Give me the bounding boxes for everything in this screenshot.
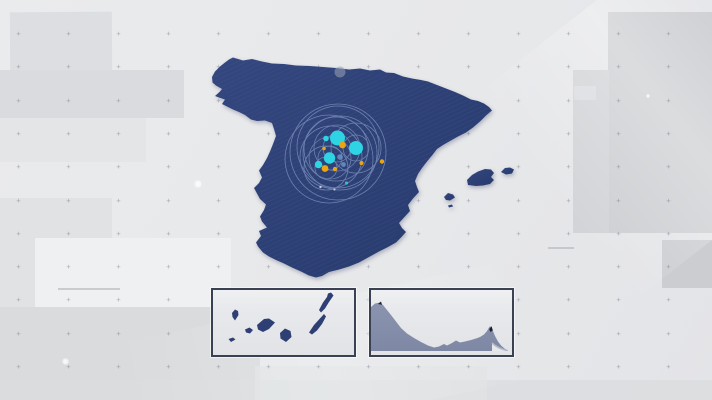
tenerife-island — [257, 318, 275, 332]
formentera-island — [448, 204, 453, 208]
mallorca-island — [467, 169, 494, 186]
radar-ring — [296, 105, 380, 189]
event-marker-cyan — [314, 160, 323, 169]
event-marker-orange — [321, 165, 329, 172]
radar-ring — [299, 125, 363, 189]
mountain-silhouette — [371, 302, 508, 351]
lanzarote-island — [319, 292, 334, 313]
radar-ring — [302, 115, 378, 191]
la-gomera-island — [245, 327, 253, 334]
event-marker-orange — [339, 141, 346, 149]
event-marker-white — [319, 185, 322, 189]
canary-islands-inset — [211, 288, 356, 357]
mountain-skyline — [371, 301, 508, 351]
radar-ring — [284, 114, 374, 204]
event-markers — [314, 66, 385, 191]
la-palma-island — [232, 309, 239, 321]
radar-ring — [330, 122, 382, 174]
radar-ring — [289, 103, 387, 201]
event-marker-cyan — [344, 181, 349, 185]
radar-ring — [308, 136, 352, 180]
menorca-island — [501, 167, 514, 175]
event-marker-cyan — [323, 152, 336, 164]
event-marker-cyan — [323, 135, 329, 142]
radar-ring — [303, 116, 369, 182]
fuerteventura-island — [309, 314, 326, 335]
canary-islands-map — [228, 292, 334, 342]
event-marker-steel — [337, 154, 343, 160]
gran-canaria-island — [280, 328, 292, 342]
event-marker-cyan — [330, 130, 345, 146]
event-marker-gray — [334, 66, 346, 78]
radar-rings — [284, 103, 387, 204]
event-marker-steel — [341, 162, 346, 167]
event-marker-orange — [332, 166, 338, 172]
left-peak-marker-icon — [378, 301, 382, 305]
map-texture — [212, 57, 492, 278]
event-marker-cyan — [349, 141, 363, 155]
skyline-gap-edge — [491, 342, 508, 351]
event-marker-orange — [322, 146, 326, 151]
ibiza-island — [444, 193, 455, 201]
right-peak-marker-icon — [489, 326, 493, 332]
skyline-gap — [492, 343, 508, 351]
iberian-peninsula — [212, 57, 514, 278]
event-marker-orange — [379, 159, 385, 164]
mountain-skyline-inset — [369, 288, 514, 357]
event-marker-orange — [359, 160, 364, 166]
radar-ring — [303, 145, 349, 191]
el-hierro-island — [228, 337, 236, 342]
event-marker-white — [333, 188, 336, 191]
